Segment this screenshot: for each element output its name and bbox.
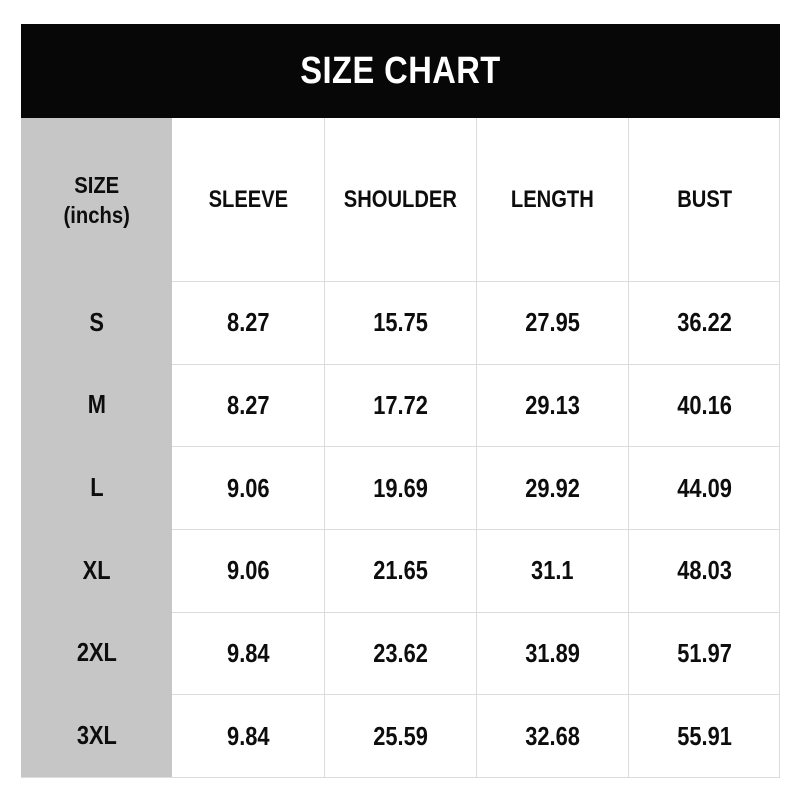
size-chart-banner: SIZE CHART xyxy=(21,24,780,118)
cell-3xl-sleeve: 9.84 xyxy=(172,694,324,777)
row-label-3xl: 3XL xyxy=(21,694,172,777)
cell-s-length: 27.95 xyxy=(476,281,628,364)
cell-value: 21.65 xyxy=(373,555,428,586)
cell-3xl-bust: 55.91 xyxy=(628,694,780,777)
cell-m-shoulder: 17.72 xyxy=(324,363,476,447)
size-header-line1: SIZE xyxy=(73,171,119,198)
cell-value: 36.22 xyxy=(677,307,732,338)
size-label: M xyxy=(87,389,106,420)
column-header-shoulder: SHOULDER xyxy=(324,118,476,281)
size-unit-label: SIZE (inchs) xyxy=(63,170,129,230)
size-label: XL xyxy=(82,554,111,585)
cell-l-shoulder: 19.69 xyxy=(324,446,476,529)
cell-value: 9.06 xyxy=(226,555,270,586)
cell-value: 29.92 xyxy=(525,472,580,503)
cell-value: 9.06 xyxy=(226,472,270,503)
column-header-bust: BUST xyxy=(628,118,780,281)
page-title: SIZE CHART xyxy=(300,49,501,92)
cell-value: 48.03 xyxy=(677,555,732,586)
row-label-2xl: 2XL xyxy=(21,611,172,695)
column-header-sleeve: SLEEVE xyxy=(172,118,324,281)
cell-2xl-shoulder: 23.62 xyxy=(324,611,476,695)
cell-s-sleeve: 8.27 xyxy=(172,281,324,364)
column-header-label: SLEEVE xyxy=(208,185,288,213)
size-header-line2: (inchs) xyxy=(63,201,130,228)
cell-value: 55.91 xyxy=(677,720,732,751)
cell-value: 27.95 xyxy=(525,307,580,338)
row-label-m: M xyxy=(21,363,172,447)
cell-m-length: 29.13 xyxy=(476,363,628,447)
cell-3xl-shoulder: 25.59 xyxy=(324,694,476,777)
column-header-label: SHOULDER xyxy=(343,185,458,213)
cell-2xl-length: 31.89 xyxy=(476,611,628,695)
cell-value: 31.1 xyxy=(531,555,574,586)
cell-value: 44.09 xyxy=(677,472,732,503)
cell-value: 25.59 xyxy=(373,720,428,751)
column-header-label: LENGTH xyxy=(511,185,594,213)
size-label: L xyxy=(89,472,104,503)
row-label-xl: XL xyxy=(21,528,172,612)
cell-m-sleeve: 8.27 xyxy=(172,363,324,447)
cell-3xl-length: 32.68 xyxy=(476,694,628,777)
cell-l-length: 29.92 xyxy=(476,446,628,529)
cell-value: 8.27 xyxy=(226,389,270,420)
cell-2xl-sleeve: 9.84 xyxy=(172,611,324,695)
cell-s-bust: 36.22 xyxy=(628,281,780,364)
cell-s-shoulder: 15.75 xyxy=(324,281,476,364)
row-label-l: L xyxy=(21,446,172,529)
column-header-label: BUST xyxy=(677,185,732,213)
cell-2xl-bust: 51.97 xyxy=(628,611,780,695)
cell-value: 40.16 xyxy=(677,389,732,420)
cell-value: 19.69 xyxy=(373,472,428,503)
size-chart-table: SIZE (inchs) SLEEVE SHOULDER LENGTH BUST… xyxy=(21,118,780,778)
cell-value: 9.84 xyxy=(226,720,270,751)
cell-xl-length: 31.1 xyxy=(476,528,628,612)
cell-value: 23.62 xyxy=(373,637,428,668)
row-label-s: S xyxy=(21,281,172,364)
cell-value: 31.89 xyxy=(525,637,580,668)
cell-value: 29.13 xyxy=(525,389,580,420)
size-label: 3XL xyxy=(76,720,117,751)
column-header-length: LENGTH xyxy=(476,118,628,281)
cell-value: 51.97 xyxy=(677,637,732,668)
cell-xl-shoulder: 21.65 xyxy=(324,528,476,612)
size-label: 2XL xyxy=(76,637,117,668)
cell-m-bust: 40.16 xyxy=(628,363,780,447)
cell-value: 8.27 xyxy=(226,307,270,338)
cell-l-sleeve: 9.06 xyxy=(172,446,324,529)
cell-value: 15.75 xyxy=(373,307,428,338)
cell-value: 17.72 xyxy=(373,389,428,420)
cell-xl-bust: 48.03 xyxy=(628,528,780,612)
size-label: S xyxy=(89,306,104,337)
cell-value: 9.84 xyxy=(226,637,270,668)
header-size-cell: SIZE (inchs) xyxy=(21,118,172,281)
cell-xl-sleeve: 9.06 xyxy=(172,528,324,612)
cell-value: 32.68 xyxy=(525,720,580,751)
cell-l-bust: 44.09 xyxy=(628,446,780,529)
